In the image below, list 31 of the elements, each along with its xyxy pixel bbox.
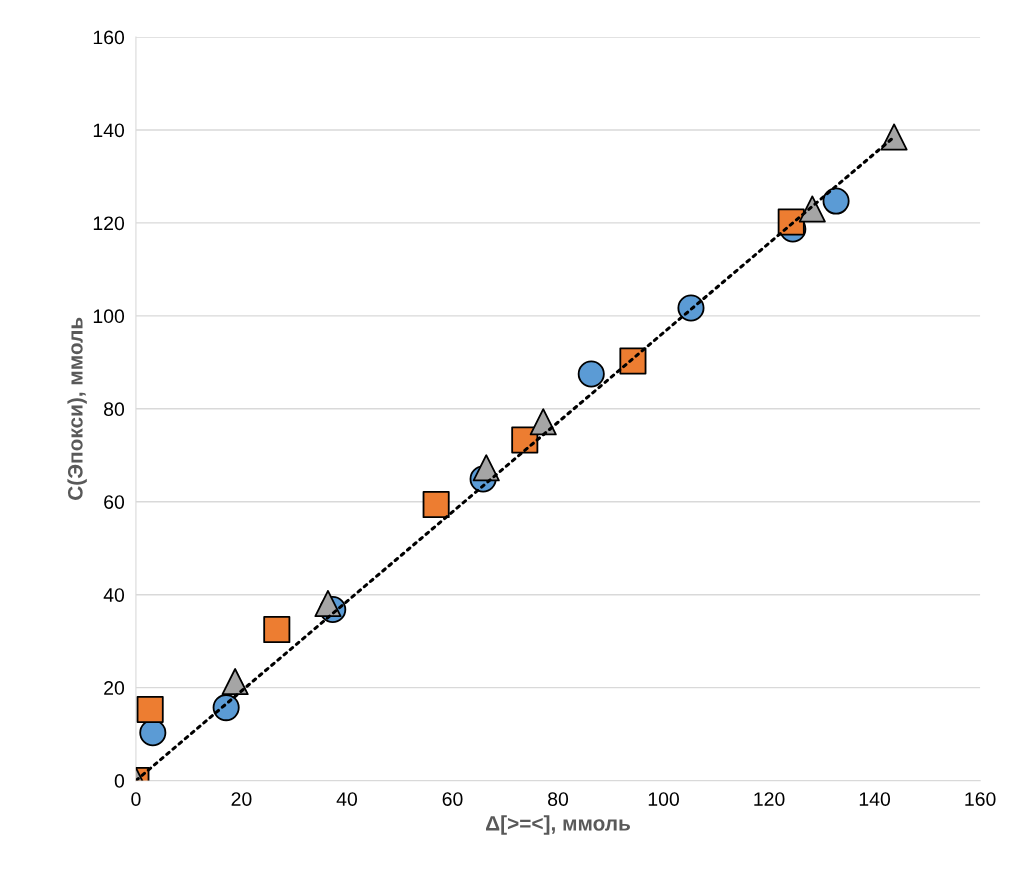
y-tick-label: 160 bbox=[93, 30, 125, 45]
y-axis-title: C(Эпокси), ммоль bbox=[67, 317, 87, 500]
y-tick-label: 80 bbox=[104, 402, 125, 417]
y-tick-label: 20 bbox=[104, 681, 125, 695]
x-tick-label: 120 bbox=[754, 792, 785, 806]
y-tick-label: 60 bbox=[104, 495, 125, 509]
point bbox=[422, 491, 450, 519]
point bbox=[314, 589, 342, 618]
x-tick-label: 80 bbox=[548, 792, 569, 806]
point bbox=[136, 695, 164, 723]
point bbox=[798, 195, 826, 223]
x-tick-label: 100 bbox=[648, 792, 679, 806]
x-tick-label: 160 bbox=[965, 792, 996, 806]
x-axis-title: Δ[>=<], ммоль bbox=[486, 815, 630, 835]
x-tick-label: 0 bbox=[131, 792, 141, 806]
y-tick-label: 0 bbox=[114, 774, 125, 788]
x-tick-label: 20 bbox=[231, 792, 252, 806]
y-tick-label: 140 bbox=[93, 123, 125, 138]
point bbox=[822, 187, 850, 215]
point bbox=[472, 454, 500, 482]
point bbox=[577, 360, 605, 388]
y-tick-label: 40 bbox=[103, 588, 125, 602]
x-tick-label: 60 bbox=[442, 792, 463, 806]
y-tick-label: 120 bbox=[93, 216, 125, 231]
x-tick-label: 40 bbox=[336, 792, 358, 806]
y-tick-label: 100 bbox=[93, 309, 125, 324]
point bbox=[677, 294, 705, 322]
point bbox=[263, 616, 291, 644]
point bbox=[221, 668, 249, 696]
x-tick-label: 140 bbox=[859, 792, 891, 806]
point bbox=[880, 123, 908, 151]
